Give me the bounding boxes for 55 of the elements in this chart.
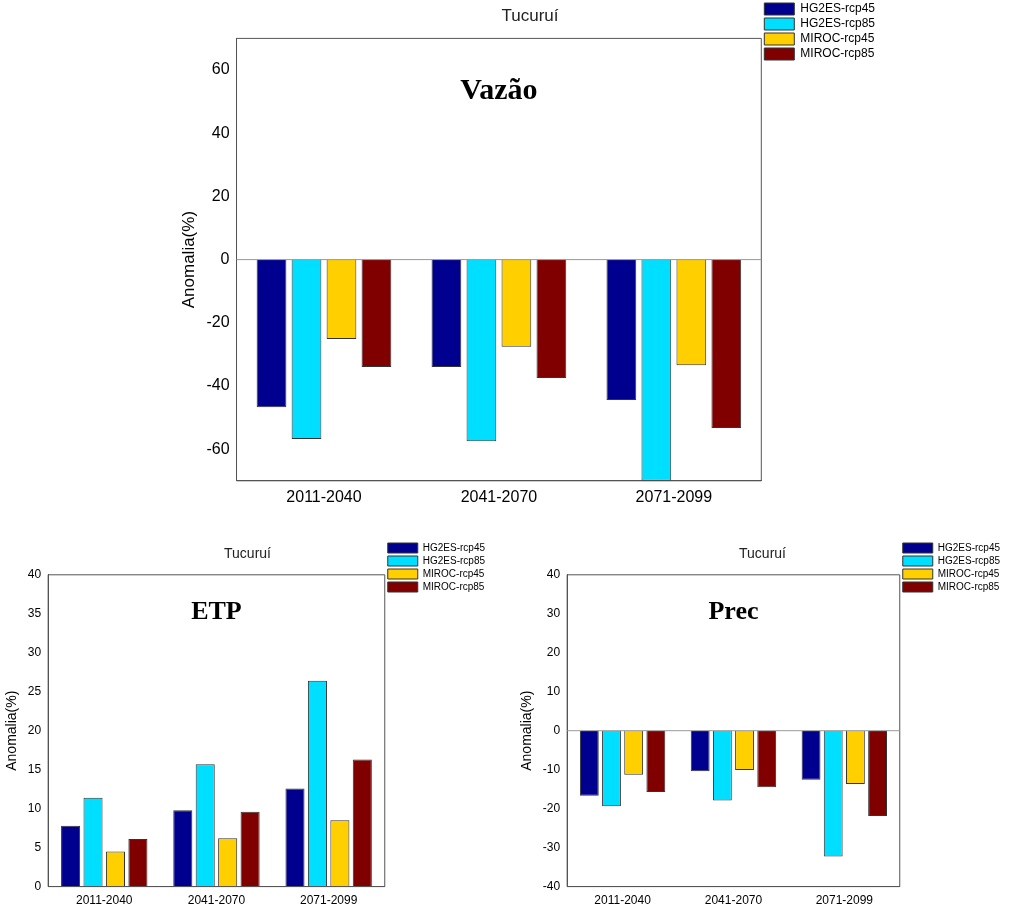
- y-tick-label: 15: [27, 761, 42, 776]
- legend-label: HG2ES-rcp85: [937, 554, 1001, 566]
- legend-label: HG2ES-rcp45: [422, 541, 486, 553]
- y-tick-label: 20: [546, 645, 561, 660]
- y-tick-label: -40: [206, 376, 230, 394]
- x-tick-label: 2071-2099: [299, 893, 358, 908]
- x-tick-label: 2011-2040: [76, 893, 133, 908]
- y-tick-label: 30: [27, 645, 42, 660]
- y-tick-label: 30: [546, 606, 561, 621]
- chart-title: Tucuruí: [501, 5, 559, 25]
- y-tick-label: -10: [542, 761, 561, 776]
- x-tick-label: 2041-2070: [704, 893, 763, 908]
- annotation: Vazão: [460, 72, 538, 106]
- y-tick-label: 0: [34, 878, 42, 893]
- y-tick-label: 10: [546, 684, 561, 699]
- legend-label: HG2ES-rcp85: [422, 554, 486, 566]
- y-tick-label: -30: [542, 839, 561, 854]
- legend-label: HG2ES-rcp45: [800, 1, 876, 16]
- y-tick-label: 0: [553, 723, 561, 738]
- annotation: ETP: [191, 595, 242, 625]
- y-tick-label: 0: [220, 250, 230, 268]
- y-tick-label: -60: [206, 439, 230, 457]
- y-tick-label: 40: [546, 567, 561, 582]
- legend-label: MIROC-rcp45: [422, 567, 485, 579]
- y-tick-label: 40: [27, 567, 42, 582]
- y-tick-label: 20: [27, 723, 42, 738]
- y-tick-label: 60: [211, 60, 230, 78]
- legend-label: MIROC-rcp45: [800, 31, 875, 46]
- y-tick-label: 40: [211, 123, 230, 141]
- y-axis-title: Anomalia(%): [178, 210, 198, 309]
- y-tick-label: -40: [542, 878, 561, 893]
- chart-title: Tucuruí: [224, 545, 272, 562]
- y-tick-label: 10: [27, 800, 42, 815]
- x-tick-label: 2011-2040: [594, 893, 652, 908]
- x-tick-label: 2071-2099: [635, 487, 713, 505]
- chart-title: Tucuruí: [739, 545, 787, 562]
- legend-label: HG2ES-rcp45: [937, 541, 1001, 553]
- x-tick-label: 2041-2070: [187, 893, 246, 908]
- y-tick-label: -20: [542, 800, 561, 815]
- x-tick-label: 2041-2070: [460, 487, 538, 505]
- annotation: Prec: [708, 595, 759, 625]
- y-tick-label: -20: [206, 313, 230, 331]
- legend-label: MIROC-rcp85: [937, 580, 1000, 592]
- y-tick-label: 20: [211, 186, 230, 204]
- y-tick-label: 25: [27, 684, 42, 699]
- y-tick-label: 35: [27, 606, 42, 621]
- legend-label: MIROC-rcp85: [800, 46, 875, 61]
- x-tick-label: 2071-2099: [815, 893, 874, 908]
- y-tick-label: 5: [34, 839, 42, 854]
- legend-label: MIROC-rcp45: [937, 567, 1000, 579]
- x-tick-label: 2011-2040: [286, 487, 362, 505]
- y-axis-title: Anomalia(%): [3, 690, 20, 771]
- y-axis-title: Anomalia(%): [518, 690, 535, 771]
- legend-label: HG2ES-rcp85: [800, 16, 876, 31]
- legend-label: MIROC-rcp85: [422, 580, 485, 592]
